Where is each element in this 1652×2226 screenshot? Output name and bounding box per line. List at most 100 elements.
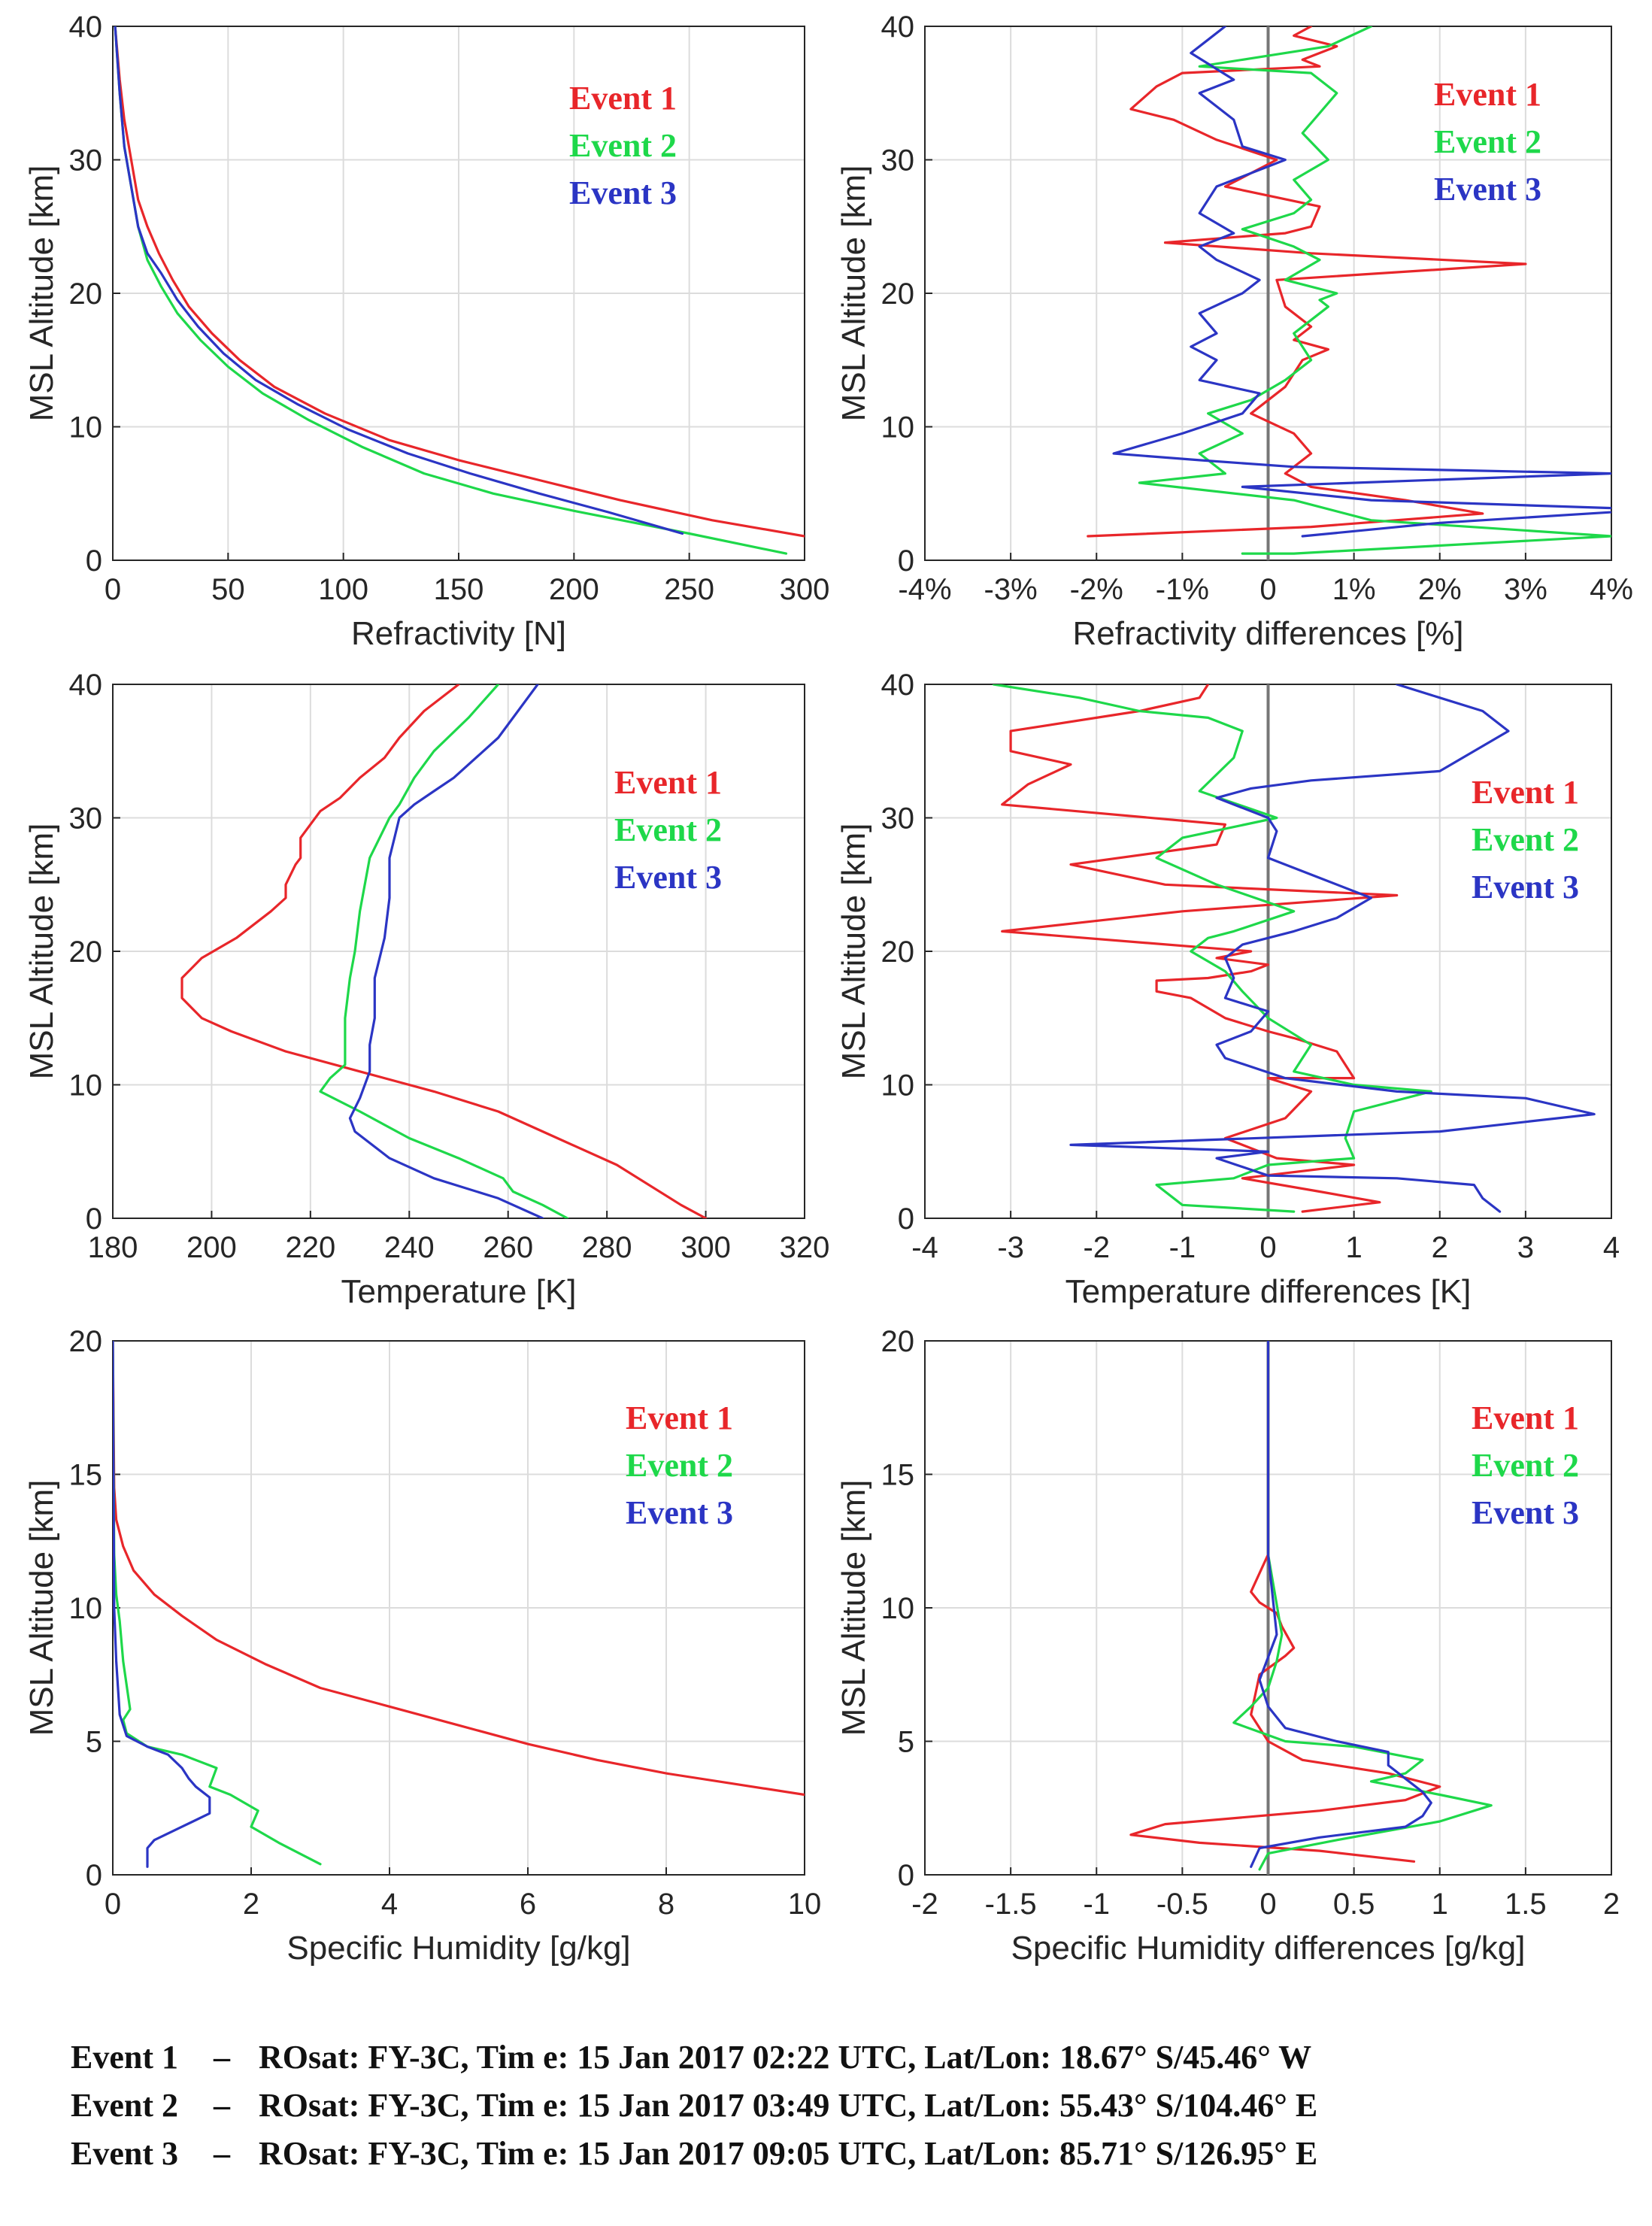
plot-frame: [112, 1340, 805, 1876]
legend-entry-event-2: Event 2: [569, 127, 677, 164]
x-tick-label: -1.5: [985, 1888, 1037, 1921]
x-tick-label: 300: [681, 1231, 731, 1264]
y-axis-label: MSL Altitude [km]: [835, 1480, 872, 1736]
legend-entry-event-1: Event 1: [614, 764, 722, 801]
y-tick-label: 0: [898, 1859, 914, 1892]
x-tick-label: 0: [1259, 573, 1276, 606]
y-tick-label: 0: [86, 1202, 102, 1236]
x-tick-label: -3%: [984, 573, 1038, 606]
panel-refractivity_diff: -4% -3% -2% -1% 0 1% 2% 3% 4% 0 10 20 30 40 Refractivi…: [835, 11, 1633, 652]
panel-specific_humidity: 0 2 4 6 8 10 0 5 10 15 20 Specific Humidity [g/kg] M…: [23, 1325, 821, 1967]
legend-entry-event-3: Event 3: [614, 859, 722, 896]
series-line-event-3: [1112, 26, 1611, 538]
y-tick-label: 10: [69, 1592, 103, 1625]
event-captions: Event 1– ROsat: FY-3C, Tim e: 15 Jan 2017…: [38, 1985, 1647, 2172]
x-tick-label: 1: [1346, 1231, 1363, 1264]
y-tick-label: 15: [881, 1459, 915, 1492]
y-tick-label: 20: [881, 1325, 915, 1358]
series-line-event-1: [1087, 26, 1527, 538]
x-tick-label: 0: [105, 1888, 121, 1921]
plot-frame: [112, 26, 805, 561]
x-tick-label: -2%: [1070, 573, 1123, 606]
x-tick-label: 1%: [1332, 573, 1376, 606]
y-axis-label: MSL Altitude [km]: [23, 823, 60, 1080]
x-tick-label: 2: [243, 1888, 259, 1921]
y-tick-label: 20: [69, 277, 103, 311]
series-line-event-1: [1129, 1341, 1441, 1863]
x-tick-label: 200: [186, 1231, 237, 1264]
x-tick-label: 100: [318, 573, 368, 606]
caption-event-name: Event 3: [71, 2135, 178, 2172]
legend-entry-event-1: Event 1: [626, 1400, 733, 1436]
x-tick-label: -0.5: [1156, 1888, 1208, 1921]
x-tick-label: 0: [105, 573, 121, 606]
x-tick-label: 320: [780, 1231, 830, 1264]
caption-event-name: Event 1: [71, 2039, 178, 2076]
legend-entry-event-1: Event 1: [1434, 76, 1541, 113]
y-tick-label: 40: [69, 669, 103, 702]
x-tick-label: 4: [1603, 1231, 1620, 1264]
x-tick-label: -3: [997, 1231, 1024, 1264]
x-axis-label: Refractivity [N]: [351, 615, 566, 652]
x-tick-label: 220: [285, 1231, 335, 1264]
legend-entry-event-3: Event 3: [1472, 1494, 1579, 1531]
x-axis-label: Specific Humidity differences [g/kg]: [1011, 1930, 1526, 1967]
x-tick-label: 6: [520, 1888, 536, 1921]
series-line-event-3: [1250, 1341, 1432, 1868]
x-tick-label: 1: [1432, 1888, 1448, 1921]
y-tick-label: 5: [86, 1726, 102, 1759]
legend-entry-event-3: Event 3: [1434, 171, 1541, 208]
x-tick-label: 0.5: [1333, 1888, 1375, 1921]
x-tick-label: -1%: [1156, 573, 1209, 606]
x-axis-label: Temperature [K]: [341, 1273, 576, 1310]
y-tick-label: 15: [69, 1459, 103, 1492]
y-tick-label: 40: [69, 11, 103, 44]
x-tick-label: -1: [1169, 1231, 1196, 1264]
legend-entry-event-1: Event 1: [1472, 1400, 1579, 1436]
x-tick-label: 280: [582, 1231, 632, 1264]
x-tick-label: 180: [88, 1231, 138, 1264]
caption-separator: –: [214, 2135, 230, 2172]
x-tick-label: 8: [658, 1888, 674, 1921]
legend-entry-event-2: Event 2: [614, 811, 722, 848]
caption-text: ROsat: FY-3C, Tim e: 15 Jan 2017 03:49 U…: [259, 2087, 1318, 2124]
series-line-event-1: [180, 684, 708, 1218]
y-tick-label: 10: [69, 1069, 103, 1102]
x-tick-label: -4: [911, 1231, 938, 1264]
y-tick-label: 20: [69, 1325, 103, 1358]
x-tick-label: 1.5: [1505, 1888, 1547, 1921]
caption-separator: –: [214, 2039, 230, 2076]
x-tick-label: 50: [211, 573, 245, 606]
x-axis-label: Specific Humidity [g/kg]: [286, 1930, 630, 1967]
legend-entry-event-3: Event 3: [569, 174, 677, 211]
legend-entry-event-1: Event 1: [1472, 774, 1579, 811]
y-tick-label: 30: [881, 802, 915, 836]
x-tick-label: 300: [780, 573, 830, 606]
y-tick-label: 30: [69, 802, 103, 836]
y-tick-label: 40: [881, 11, 915, 44]
series-line-event-2: [319, 684, 569, 1218]
series-line-event-3: [113, 1341, 211, 1868]
figure: 0 50 100 150 200 250 300010203040Refractivity …: [23, 11, 1633, 1967]
x-tick-label: 3%: [1504, 573, 1547, 606]
x-tick-label: -2: [911, 1888, 938, 1921]
panel-refractivity: 0 50 100 150 200 250 300 0 10 20 30 40 Refractivity …: [23, 11, 829, 652]
series-line-event-3: [1069, 684, 1596, 1213]
y-tick-label: 30: [69, 144, 103, 177]
y-tick-label: 5: [898, 1726, 914, 1759]
x-tick-label: 200: [549, 573, 599, 606]
series-line-event-1: [114, 26, 805, 538]
caption-event-name: Event 2: [71, 2087, 178, 2124]
legend-entry-event-2: Event 2: [626, 1447, 733, 1484]
y-tick-label: 40: [881, 669, 915, 702]
y-tick-label: 10: [881, 1069, 915, 1102]
legend-entry-event-3: Event 3: [626, 1494, 733, 1531]
y-tick-label: 0: [898, 544, 914, 578]
x-tick-label: 2: [1432, 1231, 1448, 1264]
y-axis-label: MSL Altitude [km]: [23, 165, 60, 422]
x-tick-label: 0: [1259, 1888, 1276, 1921]
x-tick-label: 2: [1603, 1888, 1620, 1921]
x-axis-label: Temperature differences [K]: [1065, 1273, 1472, 1310]
